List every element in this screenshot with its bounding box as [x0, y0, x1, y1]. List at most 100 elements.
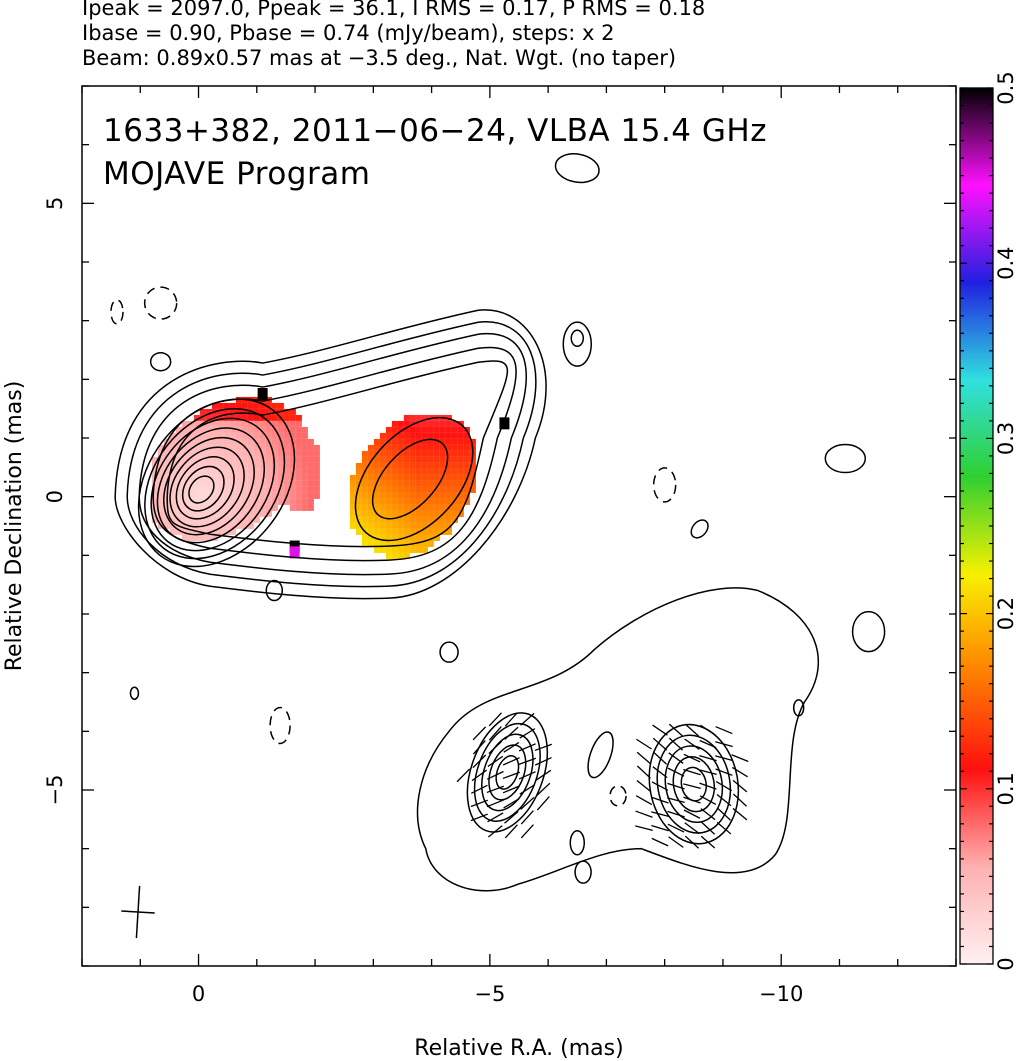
polarization-pixel: [271, 438, 278, 445]
core-contour: [169, 446, 245, 528]
polarization-pixel: [463, 498, 470, 505]
polarization-pixel: [391, 504, 398, 511]
polarization-pixel: [265, 408, 272, 415]
polarization-pixel: [277, 456, 284, 463]
header-line-1: Ipeak = 2097.0, Ppeak = 36.1, I RMS = 0.…: [82, 0, 706, 20]
polarization-pixel: [397, 474, 404, 481]
polarization-pixel: [157, 486, 164, 493]
evpa-tick: [668, 737, 684, 751]
polarization-pixel: [421, 468, 428, 475]
evpa-tick: [700, 724, 716, 736]
polarization-pixel: [163, 456, 170, 463]
polarization-pixel: [313, 450, 320, 457]
polarization-pixel: [223, 420, 230, 427]
polarization-pixel: [433, 486, 440, 493]
evpa-tick: [699, 782, 717, 790]
polarization-pixel: [193, 462, 200, 469]
polarization-pixel: [409, 486, 416, 493]
polarization-pixel: [205, 456, 212, 463]
polarization-pixel: [241, 402, 248, 409]
polarization-pixel: [181, 522, 188, 529]
evpa-tick: [488, 740, 503, 755]
polarization-pixel: [421, 444, 428, 451]
polarization-pixel: [253, 474, 260, 481]
polarization-pixel: [265, 414, 272, 421]
envelope-contour: [126, 321, 537, 588]
polarization-pixel: [379, 504, 386, 511]
evpa-tick: [699, 769, 717, 776]
polarization-pixel: [259, 426, 266, 433]
polarization-pixel: [205, 516, 212, 523]
isolated-contour: [129, 686, 140, 700]
isolated-contour: [554, 153, 600, 184]
polarization-pixel: [235, 516, 242, 523]
negative-contour: [652, 467, 677, 503]
polarization-pixel: [445, 420, 452, 427]
polarization-pixel: [271, 456, 278, 463]
polarization-pixel: [241, 450, 248, 457]
polarization-pixel: [415, 534, 422, 541]
polarization-pixel: [427, 492, 434, 499]
polarization-pixel: [193, 486, 200, 493]
polarization-pixel: [403, 492, 410, 499]
polarization-pixel: [391, 462, 398, 469]
polarization-pixel: [223, 456, 230, 463]
polarization-pixel: [415, 498, 422, 505]
polarization-pixel: [181, 486, 188, 493]
polarization-pixel: [217, 480, 224, 487]
polarization-pixel: [301, 492, 308, 499]
polarization-pixel: [391, 426, 398, 433]
polarization-pixel: [451, 516, 458, 523]
polarization-pixel: [265, 468, 272, 475]
polarization-pixel: [205, 498, 212, 505]
polarization-pixel: [175, 510, 182, 517]
polarization-pixel: [289, 504, 296, 511]
polarization-pixel: [205, 450, 212, 457]
polarization-pixel: [265, 480, 272, 487]
polarization-pixel: [211, 504, 218, 511]
polarization-pixel: [253, 432, 260, 439]
polarization-pixel: [349, 474, 356, 481]
polarization-pixel: [151, 468, 158, 475]
polarization-pixel: [187, 456, 194, 463]
polarization-pixel: [451, 462, 458, 469]
evpa-tick: [636, 738, 652, 750]
evpa-tick: [635, 825, 653, 832]
polarization-pixel: [415, 510, 422, 517]
hotspot-contour: [680, 766, 708, 802]
polarization-pixel: [427, 522, 434, 529]
polarization-pixel: [379, 456, 386, 463]
polarization-pixel: [259, 402, 266, 409]
polarization-pixel: [445, 498, 452, 505]
polarization-pixel: [241, 420, 248, 427]
polarization-pixel: [433, 468, 440, 475]
evpa-tick: [504, 726, 519, 740]
polarization-pixel: [229, 504, 236, 511]
evpa-tick: [651, 781, 669, 791]
evpa-tick: [732, 779, 748, 793]
polarization-pixel: [403, 474, 410, 481]
polarization-pixel: [253, 492, 260, 499]
polarization-pixel: [277, 450, 284, 457]
polarization-pixel: [193, 510, 200, 517]
axis-ticks: [81, 85, 957, 967]
polarization-pixel: [391, 444, 398, 451]
polarization-pixel: [217, 408, 224, 415]
polarization-pixel: [301, 480, 308, 487]
polarization-pixel: [421, 540, 428, 547]
evpa-tick: [667, 782, 685, 790]
polarization-pixel: [451, 444, 458, 451]
polarization-pixel: [385, 444, 392, 451]
polarization-pixel: [409, 450, 416, 457]
polarization-pixel: [199, 504, 206, 511]
polarization-pixel: [181, 456, 188, 463]
evpa-tick: [731, 766, 748, 778]
polarization-pixel: [193, 492, 200, 499]
evpa-tick: [504, 824, 518, 839]
polarization-pixel: [169, 516, 176, 523]
polarization-pixel: [241, 480, 248, 487]
polarization-pixel: [151, 504, 158, 511]
polarization-pixel: [403, 414, 410, 421]
polarization-pixel: [277, 474, 284, 481]
polarization-pixel: [385, 552, 392, 559]
